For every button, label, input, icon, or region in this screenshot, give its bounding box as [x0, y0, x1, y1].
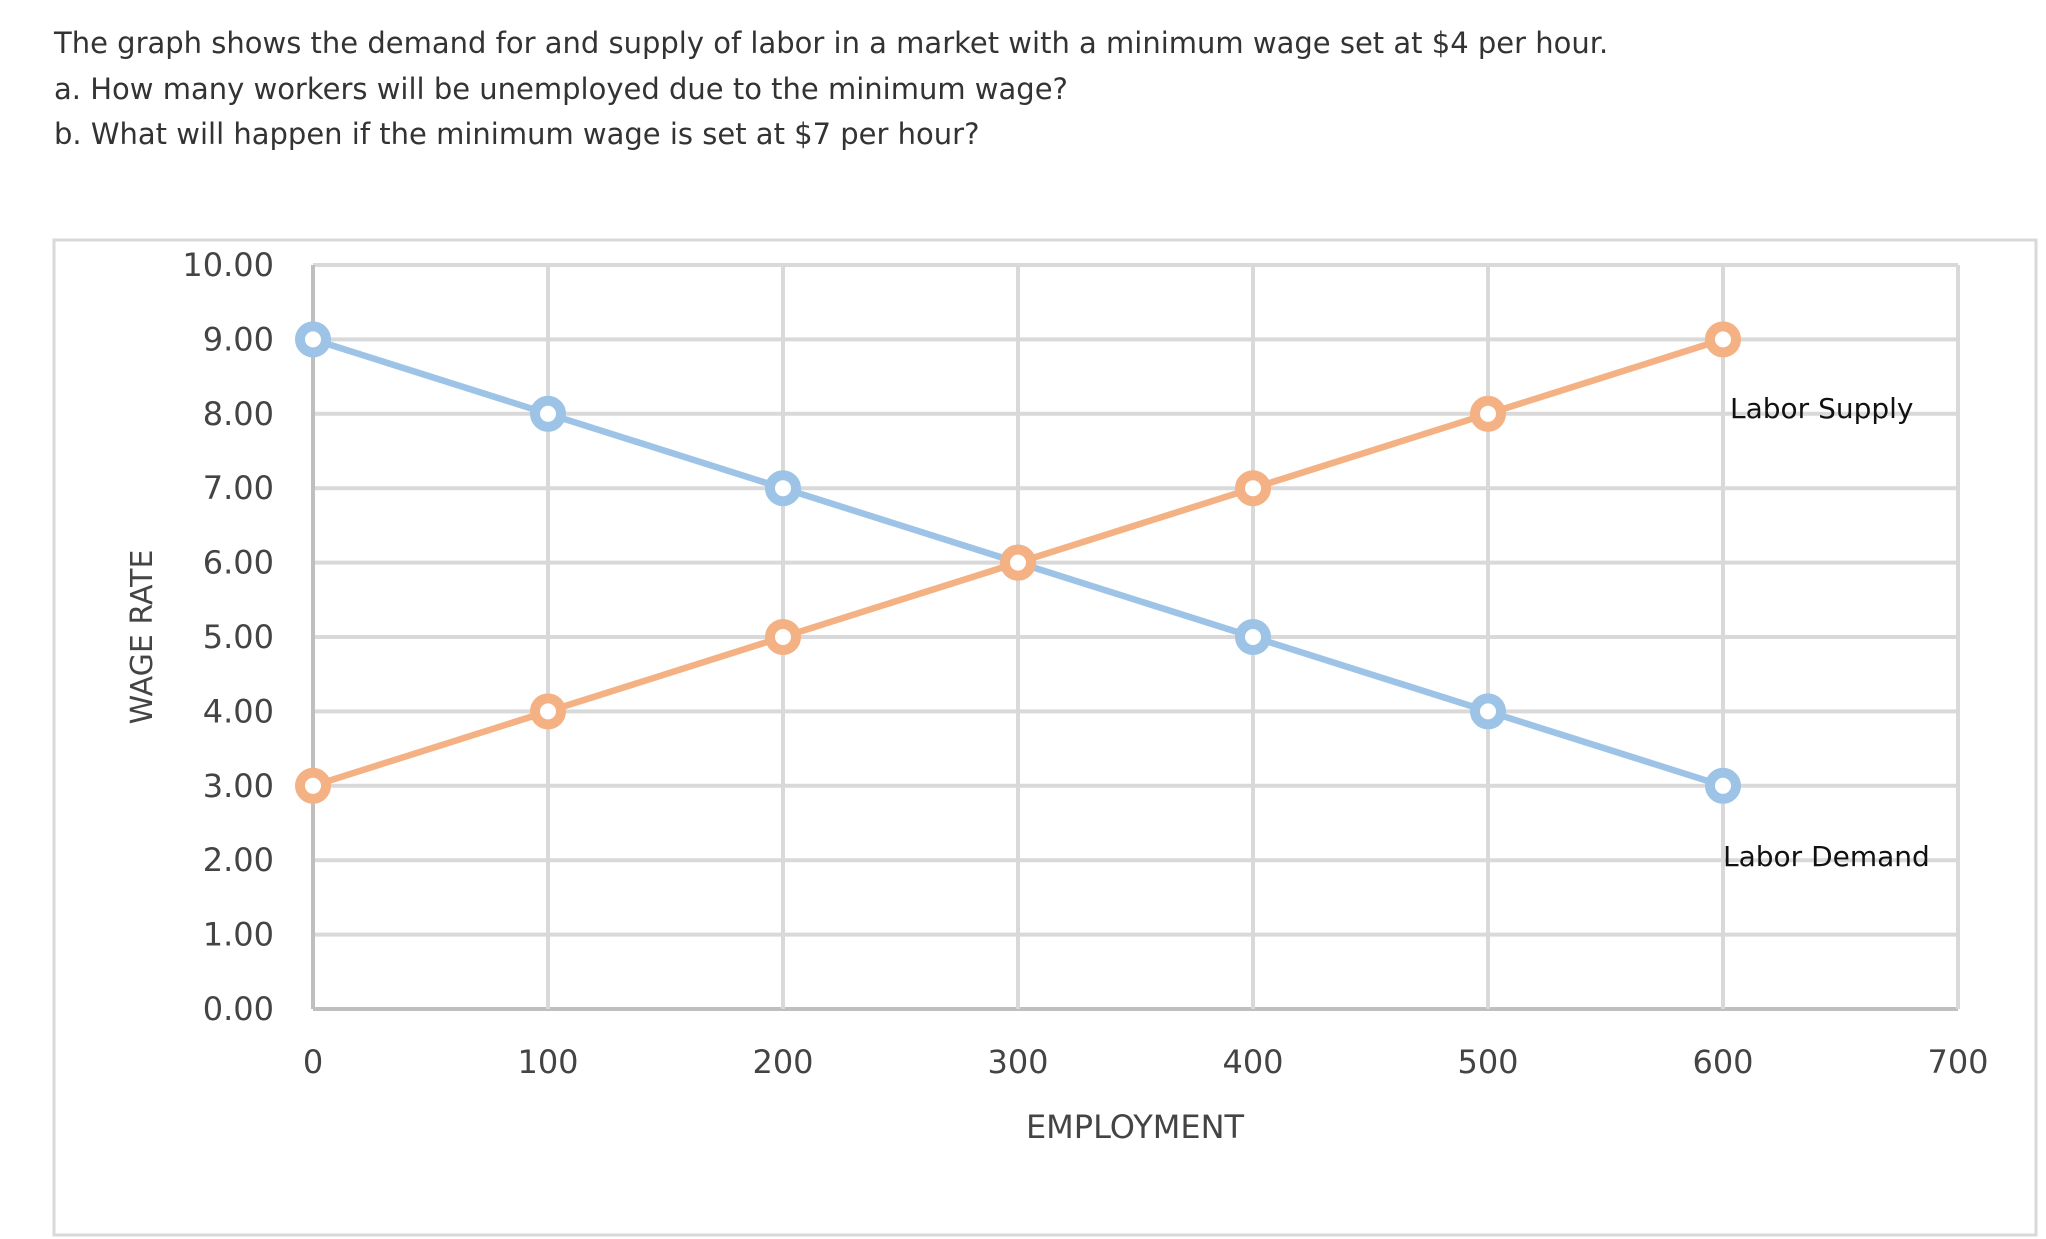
x-tick-label: 600	[1692, 1043, 1753, 1081]
series-label-demand: Labor Demand	[1723, 840, 1930, 873]
data-point-demand	[1235, 619, 1271, 655]
x-axis-label: EMPLOYMENT	[1026, 1108, 1245, 1146]
data-point-supply	[765, 619, 801, 655]
y-tick-label: 10.00	[182, 246, 274, 284]
y-tick-label: 1.00	[203, 916, 274, 954]
data-point-supply	[1000, 544, 1036, 581]
question-part-a: a. How many workers will be unemployed d…	[54, 72, 1068, 106]
question-part-b: b. What will happen if the minimum wage …	[54, 117, 980, 151]
y-tick-label: 8.00	[203, 395, 274, 433]
x-tick-label: 700	[1927, 1043, 1988, 1081]
x-tick-label: 0	[303, 1043, 323, 1081]
y-tick-label: 0.00	[203, 990, 274, 1028]
data-point-demand	[295, 321, 331, 358]
y-axis-label: WAGE RATE	[125, 550, 160, 725]
y-tick-label: 6.00	[203, 544, 274, 582]
y-tick-label: 9.00	[203, 320, 274, 358]
x-tick-label: 100	[517, 1043, 578, 1081]
chart-frame	[52, 238, 2038, 1237]
y-tick-label: 3.00	[203, 767, 274, 805]
x-tick-label: 400	[1222, 1043, 1283, 1081]
data-point-demand	[1705, 767, 1741, 804]
y-tick-label: 7.00	[203, 469, 274, 507]
x-tick-label: 300	[987, 1043, 1048, 1081]
x-tick-label: 200	[752, 1043, 813, 1081]
y-tick-label: 4.00	[203, 692, 274, 730]
data-point-supply	[530, 693, 566, 730]
data-point-demand	[765, 470, 801, 507]
question-intro: The graph shows the demand for and suppl…	[54, 26, 1609, 60]
data-point-demand	[530, 395, 566, 432]
y-tick-label: 5.00	[203, 618, 274, 656]
x-tick-label: 500	[1457, 1043, 1518, 1081]
data-point-supply	[1470, 395, 1506, 432]
data-point-supply	[1235, 470, 1271, 507]
data-point-supply	[295, 767, 331, 804]
data-point-demand	[1470, 693, 1506, 730]
data-point-supply	[1705, 321, 1741, 358]
y-tick-label: 2.00	[203, 841, 274, 879]
series-label-supply: Labor Supply	[1730, 392, 1914, 425]
